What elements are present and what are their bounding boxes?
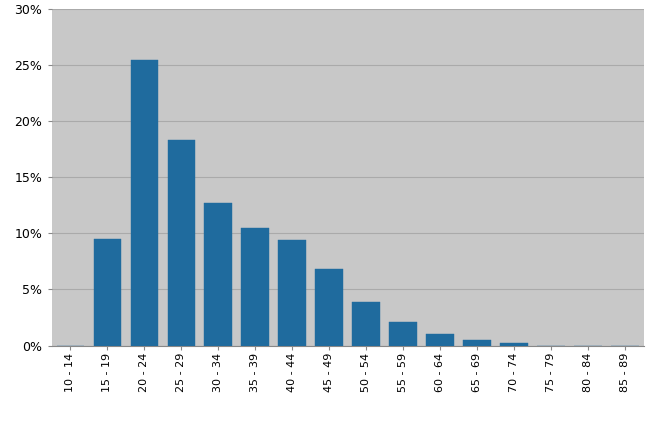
Bar <box>389 322 417 346</box>
Bar <box>500 343 528 346</box>
Bar <box>205 203 232 346</box>
Bar <box>463 340 491 346</box>
Bar <box>352 302 380 346</box>
Bar <box>131 61 159 346</box>
Bar <box>241 228 269 346</box>
Bar <box>94 239 122 346</box>
Bar <box>426 334 454 346</box>
Bar <box>278 240 306 346</box>
Bar <box>315 269 343 346</box>
Bar <box>168 140 195 346</box>
